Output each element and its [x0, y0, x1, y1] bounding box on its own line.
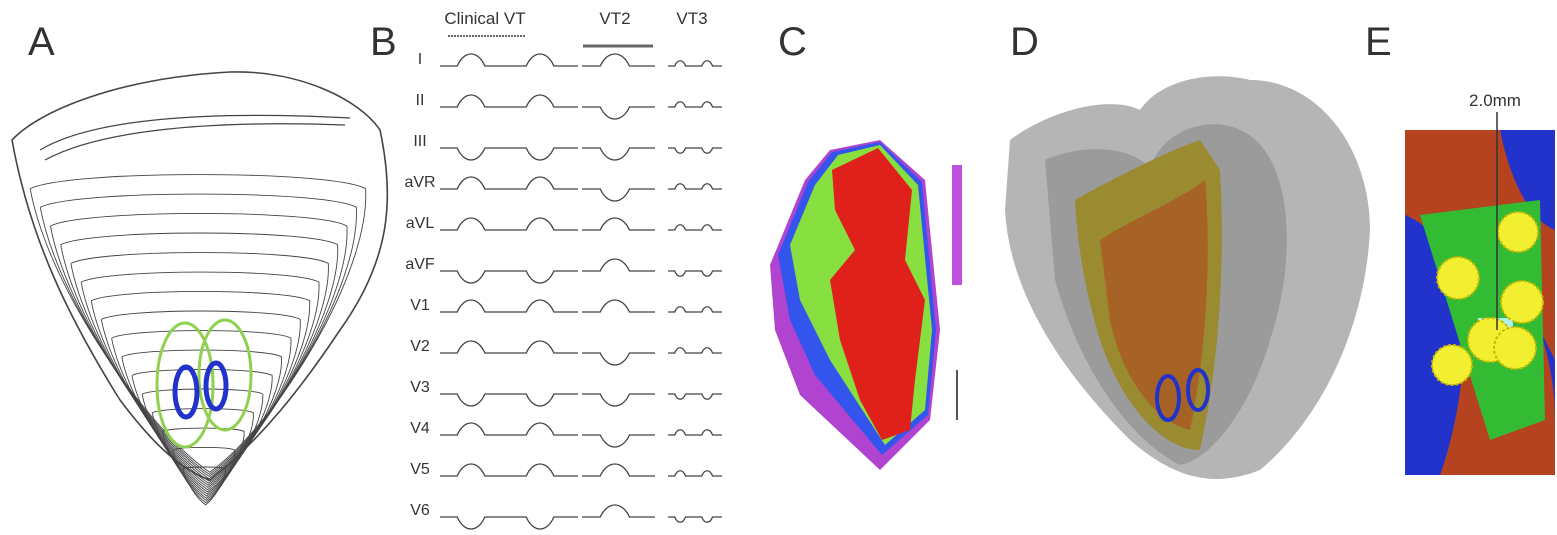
ecg-trace [440, 394, 578, 406]
ecg-trace [582, 218, 655, 230]
ecg-trace [440, 517, 578, 529]
heart-outline [12, 72, 387, 480]
column-header: VT2 [599, 9, 630, 28]
ecg-trace [440, 54, 578, 66]
ecg-trace [440, 341, 578, 353]
valve-ring [40, 115, 350, 150]
ecg-trace [440, 423, 578, 435]
lead-label: aVL [406, 215, 435, 232]
lead-label: V2 [410, 338, 430, 355]
figure: A B C D E Clinical VT VT2 VT3 IIIIIIaVRa… [0, 0, 1557, 535]
ecg-trace [440, 300, 578, 312]
column-header: VT3 [676, 9, 707, 28]
ecg-trace [668, 271, 722, 276]
lead-label: I [418, 51, 422, 68]
lead-label: III [413, 133, 426, 150]
lead-label: V5 [410, 461, 430, 478]
ecg-trace [440, 271, 578, 283]
ecg-trace [582, 148, 655, 160]
column-header: Clinical VT [444, 9, 525, 28]
ecg-trace [582, 300, 655, 312]
ecg-trace [668, 430, 722, 435]
ecg-trace [582, 259, 655, 271]
ecg-trace [440, 95, 578, 107]
lead-label: V4 [410, 420, 430, 437]
ecg-trace [582, 353, 655, 365]
ecg-trace [668, 148, 722, 153]
valve-ring [45, 124, 345, 160]
ecg-trace [668, 517, 722, 522]
ecg-trace [582, 505, 655, 517]
ecg-trace [440, 464, 578, 476]
ecg-trace [668, 184, 722, 189]
lead-label: aVF [405, 256, 435, 273]
ecg-trace [582, 394, 655, 406]
scar-outline [157, 320, 251, 447]
activation-map [770, 140, 962, 470]
ecg-trace [668, 61, 722, 66]
panel-label: E [1365, 20, 1392, 64]
ecg-trace [668, 307, 722, 312]
scale-label: 2.0mm [1469, 91, 1521, 110]
isochrone [40, 194, 356, 474]
ecg-trace [582, 189, 655, 201]
ecg-trace [440, 148, 578, 160]
ecg-trace [440, 218, 578, 230]
panel-label: C [778, 20, 807, 64]
ecg-trace [582, 464, 655, 476]
ecg-trace [668, 394, 722, 399]
ecg-trace [582, 107, 655, 119]
ecg-trace [582, 435, 655, 447]
ecg-trace [668, 348, 722, 353]
heart-model [1005, 76, 1370, 479]
lead-label: V1 [410, 297, 430, 314]
lead-label: V6 [410, 502, 430, 519]
ecg-trace [440, 177, 578, 189]
ecg-trace [668, 225, 722, 230]
ecg-trace [668, 102, 722, 107]
panel-label: D [1010, 20, 1039, 64]
ecg-trace [668, 471, 722, 476]
ecg-trace [582, 54, 655, 66]
panel-label: A [28, 20, 55, 64]
lead-label: aVR [404, 174, 435, 191]
panel-label: B [370, 20, 397, 64]
zoom-detail [1405, 112, 1555, 475]
lead-label: V3 [410, 379, 430, 396]
lead-label: II [416, 92, 425, 109]
